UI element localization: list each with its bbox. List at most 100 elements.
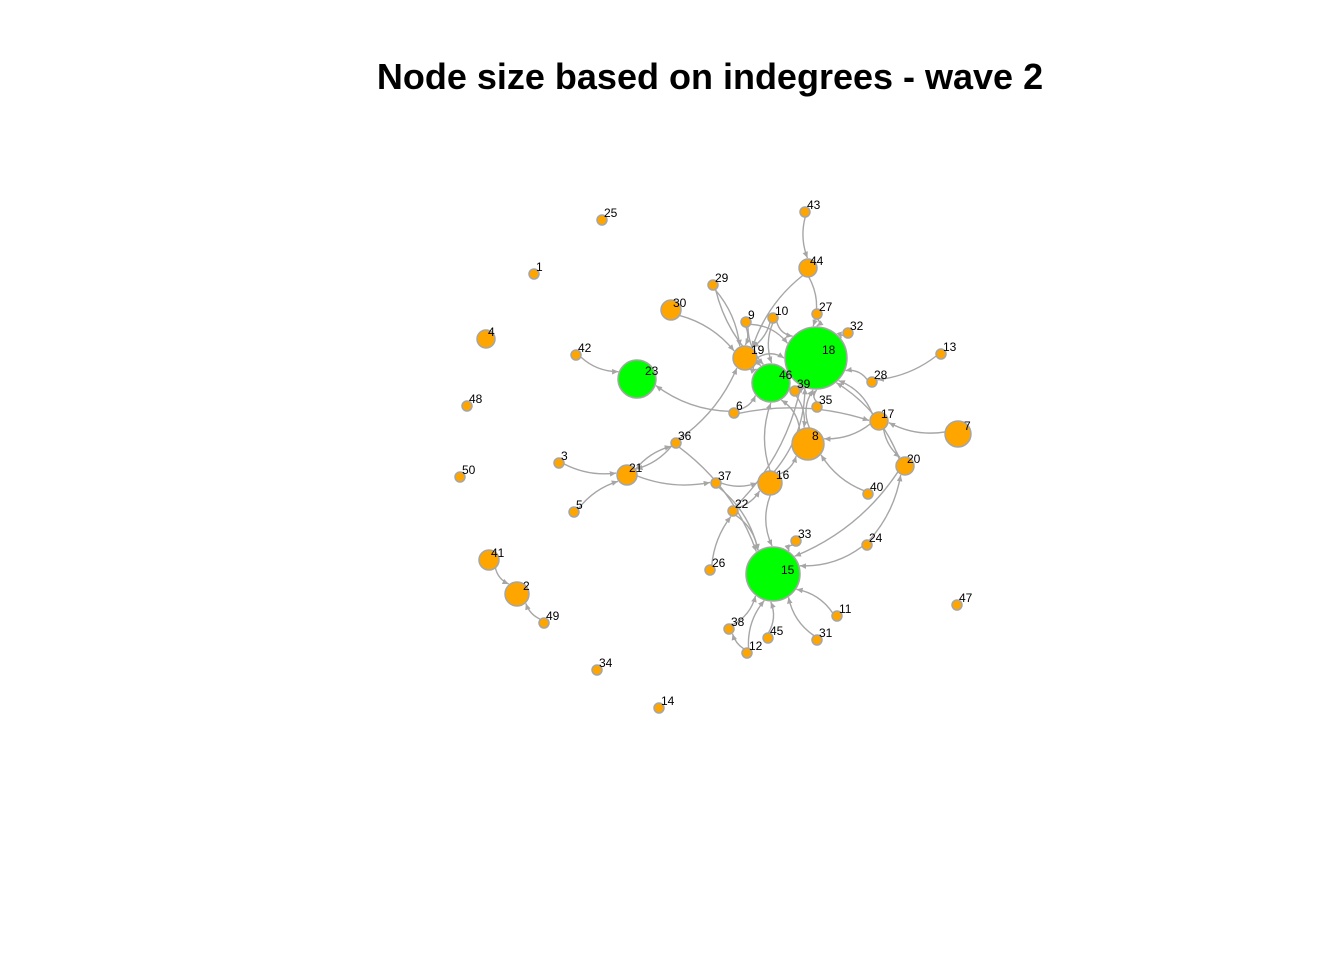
node-30-circle: [660, 299, 682, 321]
node-25-circle: [596, 214, 608, 226]
node-3-label: 3: [561, 449, 568, 463]
node-47-circle: [951, 599, 963, 611]
edge-5-21: [577, 480, 619, 510]
node-45: 45: [762, 624, 784, 644]
edge-17-8: [824, 423, 871, 442]
node-13-circle: [935, 348, 947, 360]
edge-38-15: [731, 595, 757, 626]
node-22-label: 22: [735, 497, 749, 511]
node-2-label: 2: [523, 579, 530, 593]
node-15: 15: [745, 546, 801, 602]
node-41-label: 41: [491, 546, 505, 560]
node-18: 18: [784, 326, 848, 390]
node-12: 12: [741, 639, 763, 659]
edge-44-19: [751, 274, 804, 348]
node-24-label: 24: [869, 531, 883, 545]
node-4-circle: [476, 329, 496, 349]
node-49-circle: [538, 617, 550, 629]
edge-24-15: [799, 545, 863, 569]
edge-40-8: [820, 454, 865, 492]
edge-6-17: [738, 407, 870, 422]
edge-22-18: [734, 385, 803, 508]
edge-10-46: [766, 322, 774, 364]
node-22: 22: [727, 497, 749, 517]
edge-8-18: [805, 389, 814, 429]
node-17-circle: [869, 411, 889, 431]
edge-49-2: [525, 603, 541, 620]
node-21-label: 21: [629, 461, 643, 475]
node-1: 1: [528, 260, 543, 280]
node-23: 23: [617, 359, 659, 399]
node-19-circle: [732, 345, 758, 371]
edge-45-15: [767, 601, 776, 634]
node-46-label: 46: [779, 368, 793, 382]
edge-20-15: [794, 471, 899, 557]
node-5: 5: [568, 498, 583, 518]
node-31-label: 31: [819, 626, 833, 640]
node-36: 36: [670, 429, 692, 449]
node-13-label: 13: [943, 340, 957, 354]
node-7: 7: [944, 419, 972, 448]
node-39: 39: [789, 377, 811, 397]
node-11-label: 11: [839, 602, 852, 616]
node-9-circle: [740, 316, 752, 328]
node-34-label: 34: [599, 656, 613, 670]
edge-24-20: [868, 474, 903, 541]
node-33: 33: [790, 527, 812, 547]
node-34: 34: [591, 656, 613, 676]
node-50-circle: [454, 471, 466, 483]
edge-42-23: [580, 356, 619, 375]
node-32-label: 32: [850, 319, 864, 333]
node-27: 27: [811, 300, 833, 320]
node-33-label: 33: [798, 527, 812, 541]
node-11: 11: [831, 602, 852, 622]
node-44-circle: [798, 258, 818, 278]
node-36-circle: [670, 437, 682, 449]
node-46: 46: [751, 363, 793, 403]
node-17-label: 17: [881, 407, 895, 421]
node-40-label: 40: [870, 480, 884, 494]
node-21-circle: [616, 464, 638, 486]
node-27-circle: [811, 308, 823, 320]
node-1-label: 1: [536, 260, 543, 274]
edge-12-38: [731, 633, 745, 650]
node-43-circle: [799, 206, 811, 218]
node-35-circle: [811, 401, 823, 413]
node-4: 4: [476, 325, 496, 349]
edge-6-46: [737, 395, 757, 411]
node-11-circle: [831, 610, 843, 622]
node-50-label: 50: [462, 463, 476, 477]
edge-36-19: [678, 367, 738, 440]
edge-35-18: [810, 389, 818, 403]
node-40-circle: [862, 488, 874, 500]
node-49-label: 49: [546, 609, 560, 623]
node-27-label: 27: [819, 300, 833, 314]
node-6-label: 6: [736, 399, 743, 413]
node-9: 9: [740, 308, 755, 328]
node-26-circle: [704, 564, 716, 576]
chart-title: Node size based on indegrees - wave 2: [376, 56, 1044, 97]
node-38-label: 38: [731, 615, 745, 629]
node-28: 28: [866, 368, 888, 388]
node-35: 35: [811, 393, 833, 413]
node-38: 38: [723, 615, 745, 635]
node-6: 6: [728, 399, 743, 419]
edge-30-19: [679, 314, 735, 352]
edge-28-18: [845, 366, 868, 381]
node-10-circle: [767, 312, 779, 324]
node-8-circle: [791, 427, 825, 461]
edge-16-8: [778, 455, 797, 476]
edge-21-36: [634, 445, 672, 470]
edge-33-15: [784, 544, 794, 552]
node-14: 14: [653, 694, 675, 714]
node-45-circle: [762, 632, 774, 644]
node-40: 40: [862, 480, 884, 500]
node-42: 42: [570, 341, 592, 361]
node-49: 49: [538, 609, 560, 629]
node-50: 50: [454, 463, 476, 483]
edge-10-19: [752, 321, 771, 348]
node-7-label: 7: [964, 419, 971, 433]
node-13: 13: [935, 340, 957, 360]
node-35-label: 35: [819, 393, 833, 407]
